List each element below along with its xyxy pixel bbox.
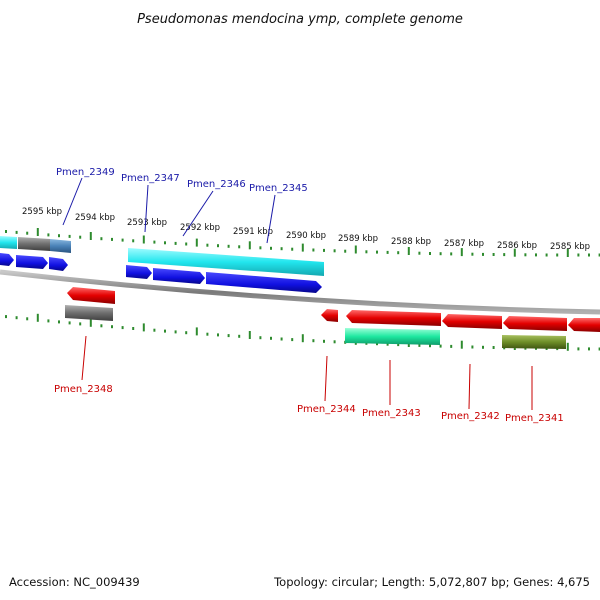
scale-label-2588: 2588 kbp xyxy=(391,237,431,247)
scale-ticks-upper xyxy=(5,228,600,257)
gene-pmen-2347[interactable] xyxy=(126,265,152,279)
scale-labels: 2595 kbp 2594 kbp 2593 kbp 2592 kbp 2591… xyxy=(22,207,590,252)
label-pmen-2343[interactable]: Pmen_2343 xyxy=(362,408,421,419)
top-gene-labels: Pmen_2349 Pmen_2347 Pmen_2346 Pmen_2345 xyxy=(56,167,308,194)
forward-strand-genes xyxy=(0,236,324,293)
gene-gray-top[interactable] xyxy=(18,237,50,251)
bottom-label-leaders xyxy=(81,335,533,410)
gene-red-right-edge[interactable] xyxy=(568,318,600,332)
scale-label-2586: 2586 kbp xyxy=(497,241,537,251)
label-pmen-2347[interactable]: Pmen_2347 xyxy=(121,173,180,184)
accession-text: Accession: NC_009439 xyxy=(9,575,140,589)
gene-pmen-2347-2345-cyan[interactable] xyxy=(128,248,324,276)
scale-label-2594: 2594 kbp xyxy=(75,213,115,223)
gene-blue-left-2[interactable] xyxy=(16,255,48,269)
gene-pmen-2343[interactable] xyxy=(345,328,440,345)
genome-backbone xyxy=(0,269,600,315)
gene-pmen-2348-red[interactable] xyxy=(67,287,115,304)
gene-pmen-2342[interactable] xyxy=(442,314,502,329)
gene-pmen-2346[interactable] xyxy=(153,268,205,284)
leader-pmen-2349 xyxy=(62,177,83,226)
label-pmen-2344[interactable]: Pmen_2344 xyxy=(297,404,356,415)
label-pmen-2341[interactable]: Pmen_2341 xyxy=(505,413,564,424)
reverse-strand-genes xyxy=(65,287,600,349)
scale-label-2590: 2590 kbp xyxy=(286,231,326,241)
scale-label-2591: 2591 kbp xyxy=(233,227,273,237)
genome-title: Pseudomonas mendocina ymp, complete geno… xyxy=(137,12,463,27)
label-pmen-2346[interactable]: Pmen_2346 xyxy=(187,179,246,190)
scale-label-2589: 2589 kbp xyxy=(338,234,378,244)
leader-pmen-2348 xyxy=(81,335,87,381)
leader-pmen-2345 xyxy=(266,194,276,244)
scale-label-2593: 2593 kbp xyxy=(127,218,167,228)
label-pmen-2348[interactable]: Pmen_2348 xyxy=(54,384,113,395)
gene-pmen-2349[interactable] xyxy=(50,239,71,253)
gene-pmen-2345[interactable] xyxy=(206,272,322,293)
scale-ticks-lower xyxy=(5,313,600,351)
scale-label-2587: 2587 kbp xyxy=(444,239,484,249)
gene-cyan-left[interactable] xyxy=(0,236,17,249)
gene-pmen-2341-red[interactable] xyxy=(503,316,567,331)
top-label-leaders xyxy=(62,177,276,244)
genome-summary-text: Topology: circular; Length: 5,072,807 bp… xyxy=(273,575,590,589)
scale-label-2595: 2595 kbp xyxy=(22,207,62,217)
leader-pmen-2346 xyxy=(182,190,214,237)
leader-pmen-2344 xyxy=(324,355,328,402)
label-pmen-2345[interactable]: Pmen_2345 xyxy=(249,183,308,194)
label-pmen-2349[interactable]: Pmen_2349 xyxy=(56,167,115,178)
scale-label-2585: 2585 kbp xyxy=(550,242,590,252)
gene-blue-left-3[interactable] xyxy=(49,257,68,271)
bottom-gene-labels: Pmen_2348 Pmen_2344 Pmen_2343 Pmen_2342 … xyxy=(54,384,564,424)
leader-pmen-2342 xyxy=(468,363,471,410)
gene-pmen-2348[interactable] xyxy=(65,305,113,321)
gene-pmen-2344[interactable] xyxy=(321,309,338,322)
gene-pmen-2341[interactable] xyxy=(502,335,566,349)
gene-blue-left-1[interactable] xyxy=(0,253,14,266)
leader-pmen-2347 xyxy=(144,184,149,233)
label-pmen-2342[interactable]: Pmen_2342 xyxy=(441,411,500,422)
scale-label-2592: 2592 kbp xyxy=(180,223,220,233)
gene-pmen-2343-red[interactable] xyxy=(346,310,441,326)
